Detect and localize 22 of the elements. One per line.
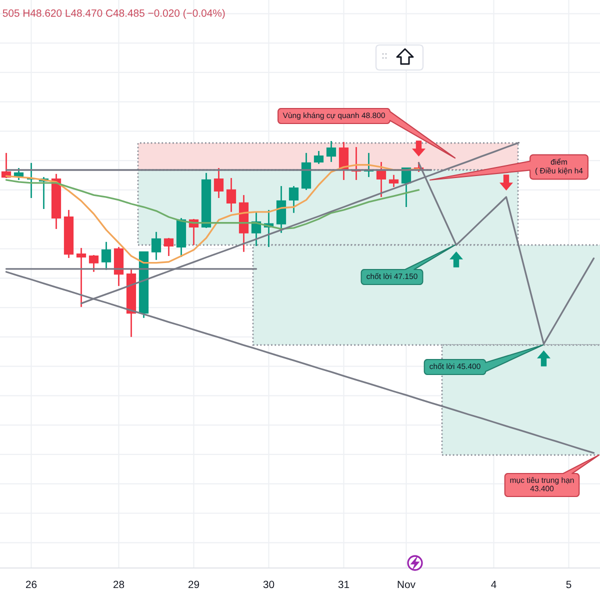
candlestick [26,162,36,199]
candlestick [164,237,174,257]
candlestick [214,167,224,199]
x-tick-label: 26 [26,580,37,588]
x-tick-label: 28 [113,580,124,588]
x-tick-label: Nov [398,580,416,588]
x-tick-label: 30 [263,580,274,588]
candlestick [226,177,236,213]
candlestick [326,140,336,163]
candlestick [388,174,399,188]
x-tick-label: 5 [566,580,572,588]
candlestick [151,231,162,261]
x-tick-label: 4 [491,580,496,588]
candlestick [276,185,286,234]
candlestick [76,247,86,308]
candlestick [88,254,99,273]
candlestick [314,150,324,165]
candlestick [101,241,112,271]
x-tick-label: 29 [188,580,200,588]
candlestick [288,185,299,214]
text: 505 H48.620 L48.470 C48.485 −0.020 (−0.04%) [2,9,225,19]
x-tick-label: 31 [338,580,350,588]
